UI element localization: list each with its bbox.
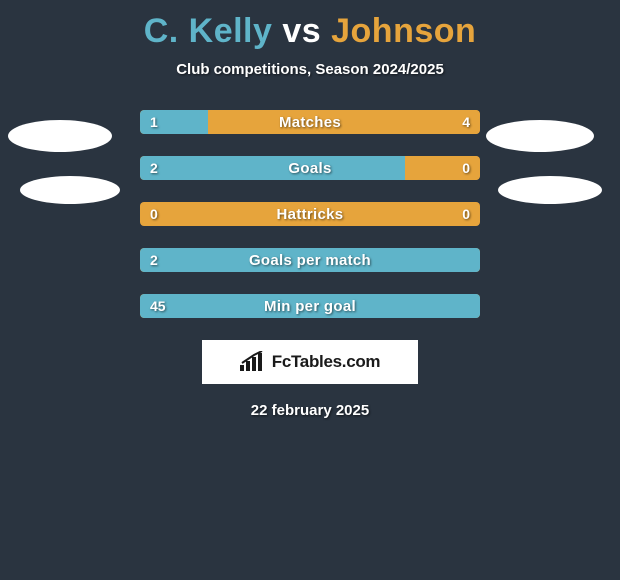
stat-row: 14Matches <box>140 110 480 134</box>
stat-label: Hattricks <box>140 202 480 226</box>
bar-chart-icon <box>240 351 266 373</box>
stat-row: 00Hattricks <box>140 202 480 226</box>
title-player2: Johnson <box>331 12 476 50</box>
team1-badge-placeholder-bottom <box>20 176 120 204</box>
stat-label: Goals per match <box>140 248 480 272</box>
stat-row: 20Goals <box>140 156 480 180</box>
title-vs: vs <box>272 12 331 50</box>
comparison-bars: 14Matches 20Goals 00Hattricks 2Goals per ma… <box>140 110 480 318</box>
stat-row: 2Goals per match <box>140 248 480 272</box>
source-logo-box: FcTables.com <box>202 340 418 384</box>
stat-row: 45Min per goal <box>140 294 480 318</box>
team2-badge-placeholder-bottom <box>498 176 602 204</box>
stat-label: Goals <box>140 156 480 180</box>
page-title: C. Kelly vs Johnson <box>0 0 620 51</box>
team1-badge-placeholder-top <box>8 120 112 152</box>
subtitle: Club competitions, Season 2024/2025 <box>0 61 620 78</box>
stat-label: Min per goal <box>140 294 480 318</box>
title-player1: C. Kelly <box>144 12 273 50</box>
source-logo-text: FcTables.com <box>272 352 381 372</box>
team2-badge-placeholder-top <box>486 120 594 152</box>
stat-label: Matches <box>140 110 480 134</box>
date-label: 22 february 2025 <box>0 402 620 419</box>
